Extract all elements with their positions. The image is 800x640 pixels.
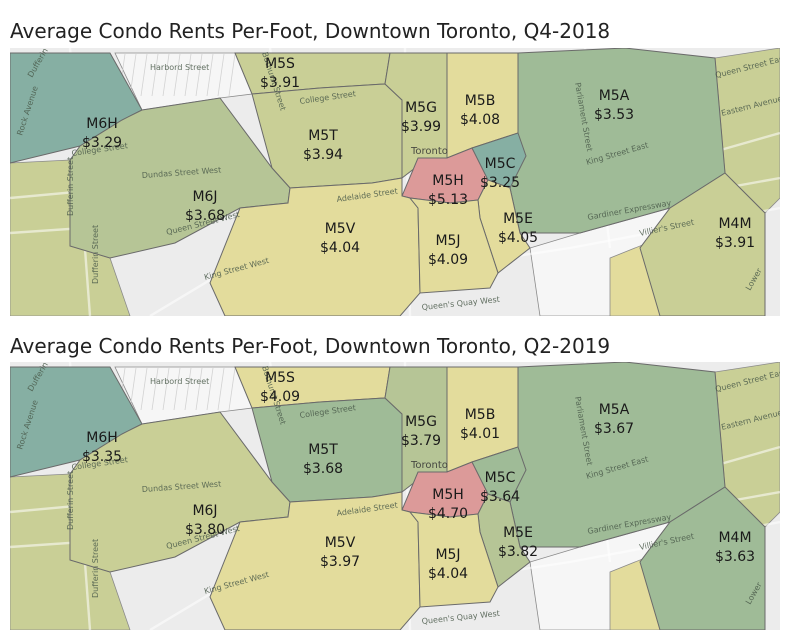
region-m4m[interactable] bbox=[639, 172, 766, 316]
region-value-m5v: $3.97 bbox=[320, 554, 360, 570]
region-code-m5s: M5S bbox=[265, 370, 295, 386]
region-value-m5t: $3.94 bbox=[303, 147, 343, 163]
region-code-m5a: M5A bbox=[599, 402, 630, 418]
map-title-q2-2019: Average Condo Rents Per-Foot, Downtown T… bbox=[10, 334, 611, 358]
region-value-m6j: $3.68 bbox=[185, 208, 225, 224]
street-label-harbord: Harbord Street bbox=[150, 377, 209, 386]
region-code-m5s: M5S bbox=[265, 56, 295, 72]
region-code-m4m: M4M bbox=[718, 530, 751, 546]
region-code-m5j: M5J bbox=[435, 547, 460, 563]
street-label-dufferin-3: Dufferin Street bbox=[91, 225, 100, 284]
street-label-harbord: Harbord Street bbox=[150, 63, 209, 72]
region-value-m5a: $3.53 bbox=[594, 107, 634, 123]
region-code-m5v: M5V bbox=[325, 535, 356, 551]
region-value-m5v: $4.04 bbox=[320, 240, 360, 256]
region-value-m4m: $3.91 bbox=[715, 235, 755, 251]
region-code-m6h: M6H bbox=[86, 430, 118, 446]
region-value-m5b: $4.01 bbox=[460, 426, 500, 442]
region-value-m5c: $3.64 bbox=[480, 489, 520, 505]
region-code-m5g: M5G bbox=[405, 414, 437, 430]
region-value-m4m: $3.63 bbox=[715, 549, 755, 565]
region-value-m5t: $3.68 bbox=[303, 461, 343, 477]
region-code-m5b: M5B bbox=[465, 407, 496, 423]
region-m5c[interactable] bbox=[471, 446, 527, 503]
region-code-m6j: M6J bbox=[192, 189, 217, 205]
street-label-toronto: Toronto bbox=[410, 146, 448, 157]
map-title-q4-2018: Average Condo Rents Per-Foot, Downtown T… bbox=[10, 19, 611, 43]
region-m4m[interactable] bbox=[639, 486, 766, 630]
region-value-m5g: $3.79 bbox=[401, 433, 441, 449]
region-value-m5j: $4.09 bbox=[428, 252, 468, 268]
region-value-m5e: $4.05 bbox=[498, 230, 538, 246]
region-m5j[interactable] bbox=[408, 197, 499, 294]
region-code-m5e: M5E bbox=[503, 211, 533, 227]
region-code-m6h: M6H bbox=[86, 116, 118, 132]
region-code-m5c: M5C bbox=[485, 156, 516, 172]
street-label-toronto: Toronto bbox=[410, 460, 448, 471]
region-value-m5h: $5.13 bbox=[428, 192, 468, 208]
region-code-m5t: M5T bbox=[308, 442, 338, 458]
street-label-dufferin-2: Dufferin Street bbox=[66, 471, 75, 530]
region-code-m5v: M5V bbox=[325, 221, 356, 237]
region-value-m5j: $4.04 bbox=[428, 566, 468, 582]
region-code-m4m: M4M bbox=[718, 216, 751, 232]
region-code-m5t: M5T bbox=[308, 128, 338, 144]
region-value-m5h: $4.70 bbox=[428, 506, 468, 522]
region-code-m5e: M5E bbox=[503, 525, 533, 541]
region-code-m6j: M6J bbox=[192, 503, 217, 519]
region-value-m6h: $3.35 bbox=[82, 449, 122, 465]
region-value-m5b: $4.08 bbox=[460, 112, 500, 128]
region-m5c[interactable] bbox=[471, 132, 527, 189]
region-value-m5s: $3.91 bbox=[260, 75, 300, 91]
region-value-m5g: $3.99 bbox=[401, 119, 441, 135]
region-code-m5b: M5B bbox=[465, 93, 496, 109]
region-value-m5c: $3.25 bbox=[480, 175, 520, 191]
region-value-m6j: $3.80 bbox=[185, 522, 225, 538]
region-code-m5a: M5A bbox=[599, 88, 630, 104]
region-code-m5h: M5H bbox=[432, 173, 464, 189]
region-code-m5j: M5J bbox=[435, 233, 460, 249]
region-code-m5c: M5C bbox=[485, 470, 516, 486]
region-value-m5s: $4.09 bbox=[260, 389, 300, 405]
region-value-m5a: $3.67 bbox=[594, 421, 634, 437]
region-code-m5g: M5G bbox=[405, 100, 437, 116]
region-value-m6h: $3.29 bbox=[82, 135, 122, 151]
region-code-m5h: M5H bbox=[432, 487, 464, 503]
street-label-dufferin-3: Dufferin Street bbox=[91, 539, 100, 598]
region-m5j[interactable] bbox=[408, 511, 499, 608]
street-label-dufferin-2: Dufferin Street bbox=[66, 157, 75, 216]
region-value-m5e: $3.82 bbox=[498, 544, 538, 560]
